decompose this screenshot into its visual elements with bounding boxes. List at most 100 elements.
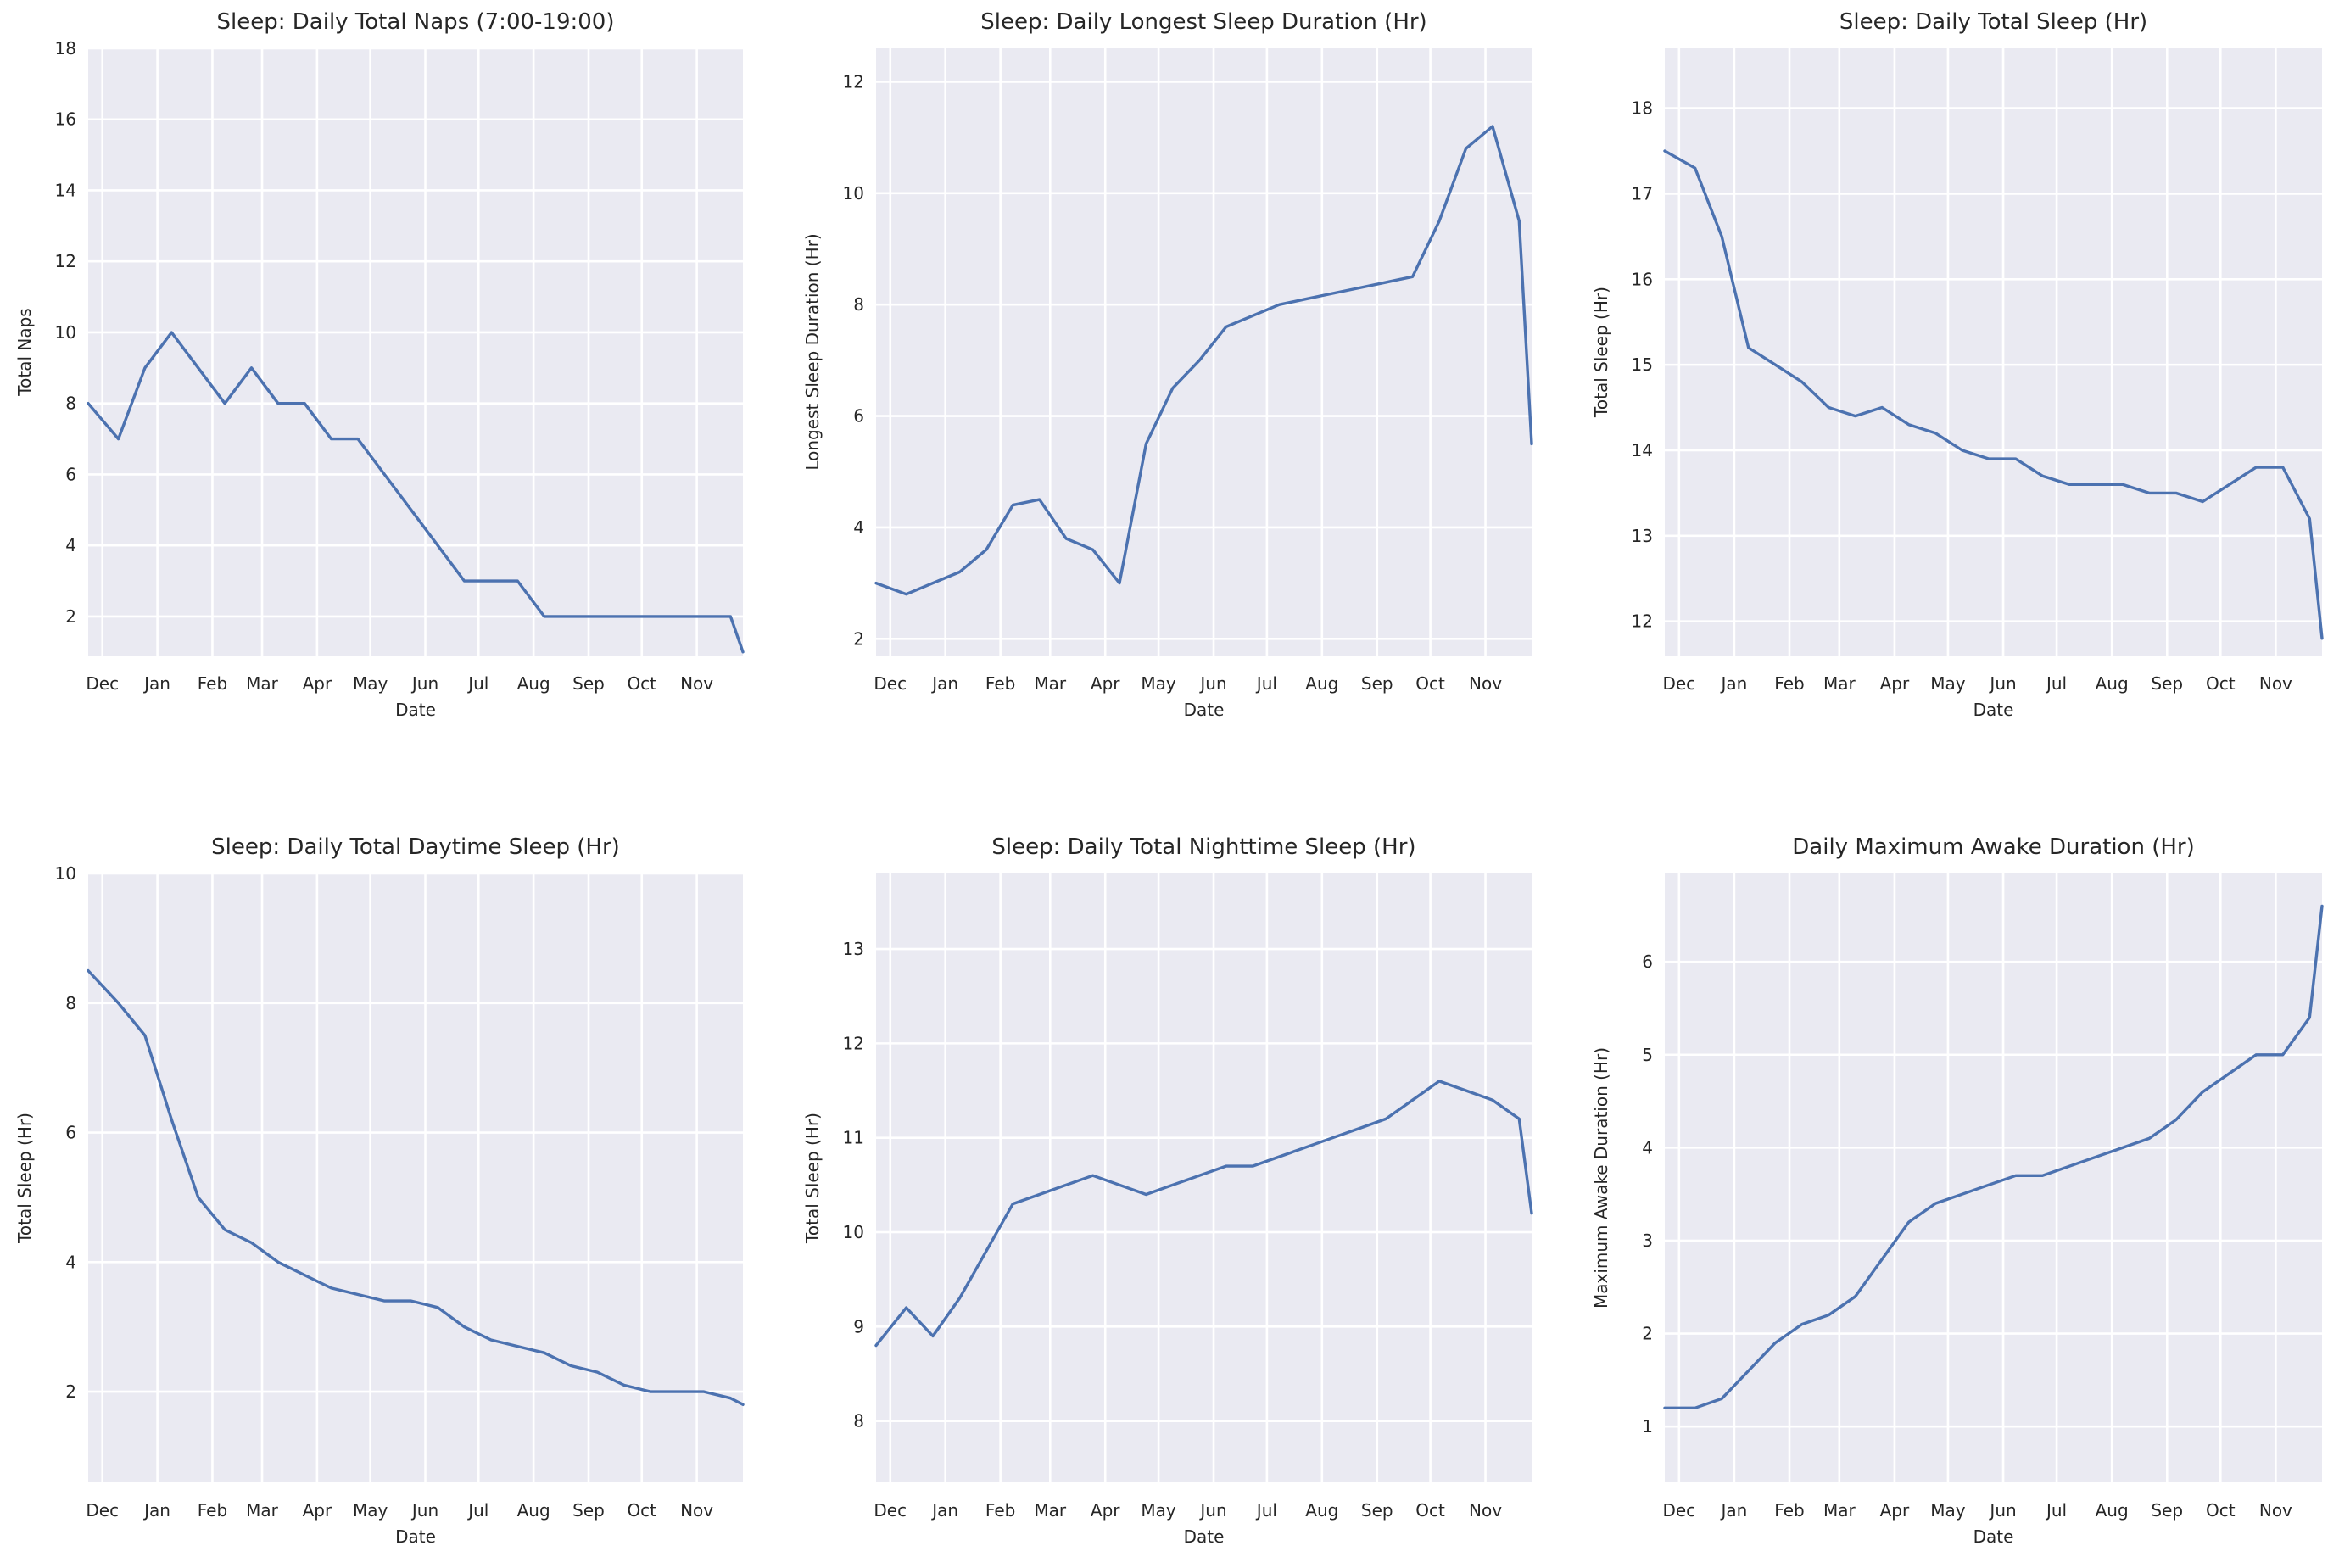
plot-area	[876, 48, 1532, 656]
y-tick-label: 4	[853, 517, 864, 538]
x-tick-label: Sep	[2151, 673, 2183, 694]
x-tick-label: Sep	[1361, 1500, 1393, 1521]
y-tick-label: 2	[65, 1381, 76, 1402]
x-tick-label: Sep	[2151, 1500, 2183, 1521]
y-tick-label: 2	[853, 628, 864, 649]
x-tick-label: Aug	[2096, 1500, 2129, 1521]
y-tick-label: 13	[1632, 526, 1653, 546]
x-tick-label: Jun	[1988, 673, 2016, 694]
x-tick-label: Jun	[410, 1500, 438, 1521]
x-tick-label: Dec	[86, 1500, 119, 1521]
x-tick-label: Nov	[1469, 673, 1502, 694]
y-tick-label: 6	[1642, 951, 1653, 972]
x-axis-label: Date	[1184, 700, 1225, 720]
chart-panel: Dec Jan Feb Mar Apr May Jun Jul Aug Sep Oct Nov 2 4 6 8…	[802, 9, 1533, 720]
y-tick-label: 12	[55, 251, 76, 271]
x-tick-label: Jun	[1198, 1500, 1226, 1521]
x-tick-label: Sep	[1361, 673, 1393, 694]
x-tick-label: Dec	[1662, 1500, 1695, 1521]
x-tick-label: Jul	[1255, 673, 1277, 694]
chart-panel: Dec Jan Feb Mar Apr May Jun Jul Aug Sep Oct Nov 1 2 3 4…	[1591, 834, 2324, 1547]
x-tick-label: Nov	[680, 1500, 713, 1521]
x-tick-label: May	[1141, 673, 1176, 694]
y-tick-label: 12	[1632, 611, 1653, 632]
x-axis-label: Date	[1973, 1526, 2014, 1547]
series-line	[1663, 904, 2324, 1410]
x-tick-label: Apr	[1091, 673, 1120, 694]
y-tick-label: 2	[1642, 1324, 1653, 1344]
x-tick-label: Nov	[1469, 1500, 1502, 1521]
x-tick-label: Oct	[1415, 1500, 1445, 1521]
y-tick-label: 3	[1642, 1230, 1653, 1251]
y-tick-label: 9	[853, 1316, 864, 1336]
y-tick-label: 10	[843, 1222, 864, 1242]
x-tick-label: Apr	[1880, 673, 1910, 694]
y-axis-label: Total Naps	[14, 308, 35, 396]
y-tick-label: 12	[843, 1033, 864, 1053]
chart-panel: Dec Jan Feb Mar Apr May Jun Jul Aug Sep Oct Nov 2 4 6 8…	[14, 834, 745, 1547]
chart-title: Daily Maximum Awake Duration (Hr)	[1792, 834, 2194, 860]
chart-panel: Dec Jan Feb Mar Apr May Jun Jul Aug Sep Oct Nov 8 9 10…	[802, 834, 1533, 1547]
y-tick-label: 10	[843, 183, 864, 204]
y-tick-label: 16	[55, 109, 76, 130]
plot-area	[88, 48, 743, 656]
y-tick-label: 8	[853, 1411, 864, 1431]
x-tick-label: Jun	[1198, 673, 1226, 694]
x-tick-label: Apr	[303, 673, 332, 694]
chart-panel: Dec Jan Feb Mar Apr May Jun Jul Aug Sep Oct Nov 12 13…	[1591, 9, 2324, 720]
y-axis-label: Total Sleep (Hr)	[14, 1113, 35, 1244]
x-tick-label: Jul	[2045, 1500, 2067, 1521]
x-tick-label: May	[1930, 1500, 1966, 1521]
y-tick-label: 14	[1632, 440, 1653, 460]
y-tick-label: 6	[65, 1123, 76, 1143]
y-tick-label: 8	[853, 294, 864, 315]
x-tick-label: Jan	[930, 1500, 958, 1521]
x-tick-label: Oct	[627, 673, 656, 694]
y-tick-label: 4	[65, 535, 76, 555]
x-tick-label: Dec	[86, 673, 119, 694]
y-tick-label: 8	[65, 993, 76, 1013]
y-tick-label: 11	[843, 1128, 864, 1148]
x-tick-label: Aug	[2096, 673, 2129, 694]
chart-panel: Dec Jan Feb Mar Apr May Jun Jul Aug Sep Oct Nov 2 4 6 8…	[14, 9, 745, 720]
y-axis-label: Total Sleep (Hr)	[802, 1113, 823, 1244]
chart-title: Sleep: Daily Longest Sleep Duration (Hr)	[980, 9, 1426, 35]
series-line	[87, 331, 745, 654]
y-tick-label: 5	[1642, 1045, 1653, 1065]
x-tick-label: Mar	[246, 673, 279, 694]
y-tick-label: 1	[1642, 1416, 1653, 1437]
y-tick-label: 4	[1642, 1137, 1653, 1158]
x-tick-label: Oct	[1415, 673, 1445, 694]
y-tick-label: 13	[843, 939, 864, 959]
x-tick-label: May	[353, 1500, 388, 1521]
x-tick-label: Jan	[1719, 1500, 1747, 1521]
y-axis-label: Maximum Awake Duration (Hr)	[1591, 1047, 1611, 1309]
x-tick-label: Feb	[1774, 1500, 1804, 1521]
x-tick-label: Feb	[1774, 673, 1804, 694]
y-axis-label: Longest Sleep Duration (Hr)	[802, 233, 823, 470]
plot-area	[1665, 48, 2322, 656]
y-tick-label: 12	[843, 71, 864, 92]
x-tick-label: Apr	[303, 1500, 332, 1521]
y-tick-label: 6	[65, 464, 76, 484]
x-axis-label: Date	[395, 1526, 436, 1547]
x-tick-label: May	[1141, 1500, 1176, 1521]
x-tick-label: Aug	[517, 1500, 550, 1521]
y-tick-label: 14	[55, 180, 76, 200]
y-tick-label: 10	[55, 322, 76, 343]
x-tick-label: Feb	[198, 673, 227, 694]
x-axis-label: Date	[1184, 1526, 1225, 1547]
chart-title: Sleep: Daily Total Nighttime Sleep (Hr)	[991, 834, 1415, 860]
y-tick-label: 10	[55, 863, 76, 884]
plot-area	[1665, 873, 2322, 1482]
y-axis-label: Total Sleep (Hr)	[1591, 287, 1611, 418]
x-tick-label: Apr	[1091, 1500, 1120, 1521]
chart-title: Sleep: Daily Total Naps (7:00-19:00)	[217, 9, 615, 35]
chart-title: Sleep: Daily Total Sleep (Hr)	[1839, 9, 2147, 35]
chart-title: Sleep: Daily Total Daytime Sleep (Hr)	[211, 834, 620, 860]
y-tick-label: 4	[65, 1252, 76, 1272]
x-tick-label: Mar	[1034, 673, 1067, 694]
x-tick-label: Nov	[2259, 1500, 2292, 1521]
x-tick-label: Mar	[1823, 673, 1856, 694]
